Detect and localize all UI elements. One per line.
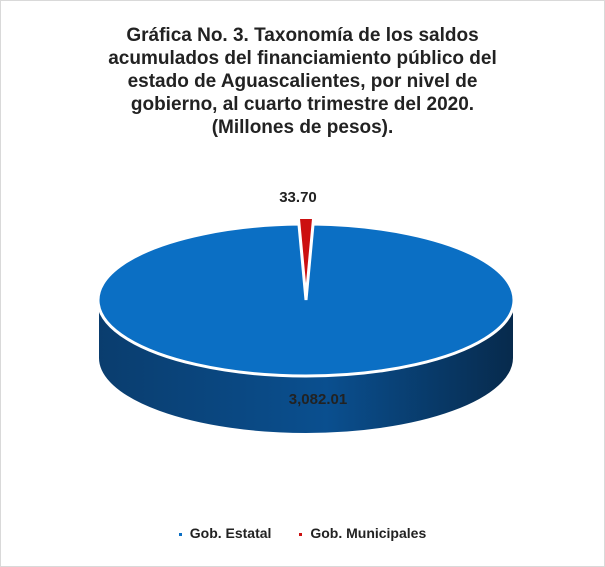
- legend-swatch-gob-estatal: [178, 532, 182, 536]
- legend-item-gob-municipales: Gob. Municipales: [299, 525, 426, 541]
- pie-chart: 3,082.01 33.70: [96, 189, 516, 435]
- data-label-gob-municipales: 33.70: [279, 189, 317, 206]
- legend-label-gob-estatal: Gob. Estatal: [189, 525, 272, 541]
- pie-slice-gob-estatal: [96, 222, 516, 378]
- legend: Gob. Estatal Gob. Municipales: [0, 525, 605, 541]
- chart-title-line-2: acumulados del financiamiento público de…: [108, 48, 497, 69]
- chart-title-line-4: gobierno, al cuarto trimestre del 2020.: [130, 94, 475, 115]
- legend-swatch-gob-municipales: [299, 532, 303, 536]
- pie-slice-gob-municipales: [297, 217, 315, 295]
- chart-title-line-5: (Millones de pesos).: [211, 117, 394, 138]
- chart-title-line-1: Gráfica No. 3. Taxonomía de los saldos: [126, 25, 479, 46]
- data-label-gob-estatal: 3,082.01: [289, 391, 347, 408]
- chart-title-line-3: estado de Aguascalientes, por nivel de: [127, 71, 478, 92]
- legend-label-gob-municipales: Gob. Municipales: [310, 525, 427, 541]
- legend-item-gob-estatal: Gob. Estatal: [178, 525, 272, 541]
- chart-title: Gráfica No. 3. Taxonomía de los saldos a…: [60, 24, 545, 139]
